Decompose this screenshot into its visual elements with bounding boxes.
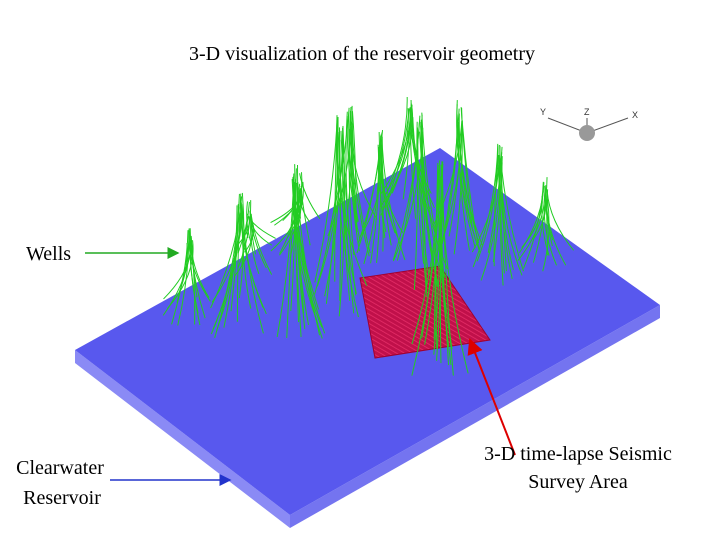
well-path bbox=[546, 191, 574, 251]
well-path bbox=[351, 126, 358, 223]
well-path bbox=[190, 236, 196, 325]
well-path bbox=[250, 213, 273, 275]
well-path bbox=[340, 130, 355, 314]
well-path bbox=[348, 106, 355, 256]
seismic-arrow bbox=[467, 338, 516, 456]
well-path bbox=[412, 117, 430, 231]
well-path bbox=[350, 121, 378, 220]
well-path bbox=[385, 108, 409, 195]
well-path bbox=[211, 202, 243, 303]
well-path bbox=[385, 97, 408, 195]
well-path bbox=[212, 204, 239, 329]
well-path bbox=[517, 185, 546, 262]
well-path bbox=[416, 121, 425, 264]
well-path bbox=[297, 181, 301, 219]
well-path bbox=[237, 201, 250, 253]
well-path bbox=[411, 176, 442, 376]
reservoir-slab bbox=[75, 148, 660, 528]
well-path bbox=[442, 176, 454, 376]
well-path bbox=[523, 181, 544, 269]
well-path bbox=[324, 131, 340, 297]
well-path bbox=[456, 104, 476, 249]
well-path bbox=[299, 173, 321, 220]
reservoir-label: Reservoir bbox=[23, 487, 101, 509]
well-path bbox=[435, 169, 439, 350]
well-path bbox=[189, 241, 199, 314]
well-path bbox=[458, 113, 476, 239]
triad-z: Z bbox=[584, 107, 590, 117]
well-path bbox=[532, 177, 548, 263]
well-path bbox=[345, 111, 351, 240]
well-path bbox=[237, 200, 252, 269]
reservoir-label: Clearwater bbox=[16, 457, 104, 479]
well-path bbox=[480, 159, 501, 281]
seismic-label: 3-D time-lapse Seismic bbox=[484, 443, 672, 465]
seismic-label: Survey Area bbox=[528, 471, 628, 493]
title: 3-D visualization of the reservoir geome… bbox=[189, 43, 535, 65]
well-path bbox=[411, 165, 440, 345]
well-path bbox=[291, 179, 302, 337]
well-path bbox=[241, 204, 252, 309]
well-path bbox=[501, 162, 514, 270]
well-path bbox=[411, 104, 435, 209]
well-path bbox=[370, 131, 380, 264]
triad-x: X bbox=[632, 110, 638, 120]
well-path bbox=[166, 240, 194, 309]
well-path bbox=[456, 114, 480, 244]
seismic-area bbox=[359, 265, 491, 359]
well-path bbox=[420, 121, 439, 288]
well-path bbox=[410, 103, 432, 194]
well-path bbox=[476, 145, 499, 262]
well-path bbox=[327, 126, 352, 237]
wells bbox=[162, 97, 574, 376]
well-path bbox=[329, 107, 350, 228]
well-path bbox=[391, 119, 412, 194]
well-path bbox=[176, 230, 189, 303]
wells-label: Wells bbox=[26, 243, 71, 265]
well-path bbox=[439, 163, 444, 364]
well-path bbox=[379, 135, 386, 239]
well-path bbox=[334, 115, 338, 282]
well-path bbox=[338, 125, 346, 317]
well-path bbox=[188, 233, 198, 298]
well-path bbox=[493, 155, 499, 267]
well-path bbox=[294, 187, 302, 237]
well-path bbox=[290, 176, 295, 312]
well-path bbox=[542, 198, 550, 272]
well-path bbox=[457, 121, 471, 251]
well-path bbox=[396, 122, 420, 261]
triad-y: Y bbox=[540, 107, 546, 117]
well-path bbox=[518, 182, 545, 254]
well-path bbox=[351, 105, 371, 253]
well-path bbox=[342, 135, 351, 301]
well-path bbox=[545, 185, 554, 241]
well-path bbox=[441, 120, 463, 241]
axis-triad: Y Z X bbox=[540, 107, 638, 141]
well-path bbox=[421, 127, 427, 291]
well-path bbox=[298, 183, 311, 223]
well-path bbox=[349, 129, 370, 257]
well-path bbox=[471, 164, 500, 253]
well-path bbox=[438, 179, 450, 366]
well-path bbox=[234, 216, 250, 249]
well-path bbox=[338, 127, 342, 301]
well-path bbox=[300, 192, 311, 246]
